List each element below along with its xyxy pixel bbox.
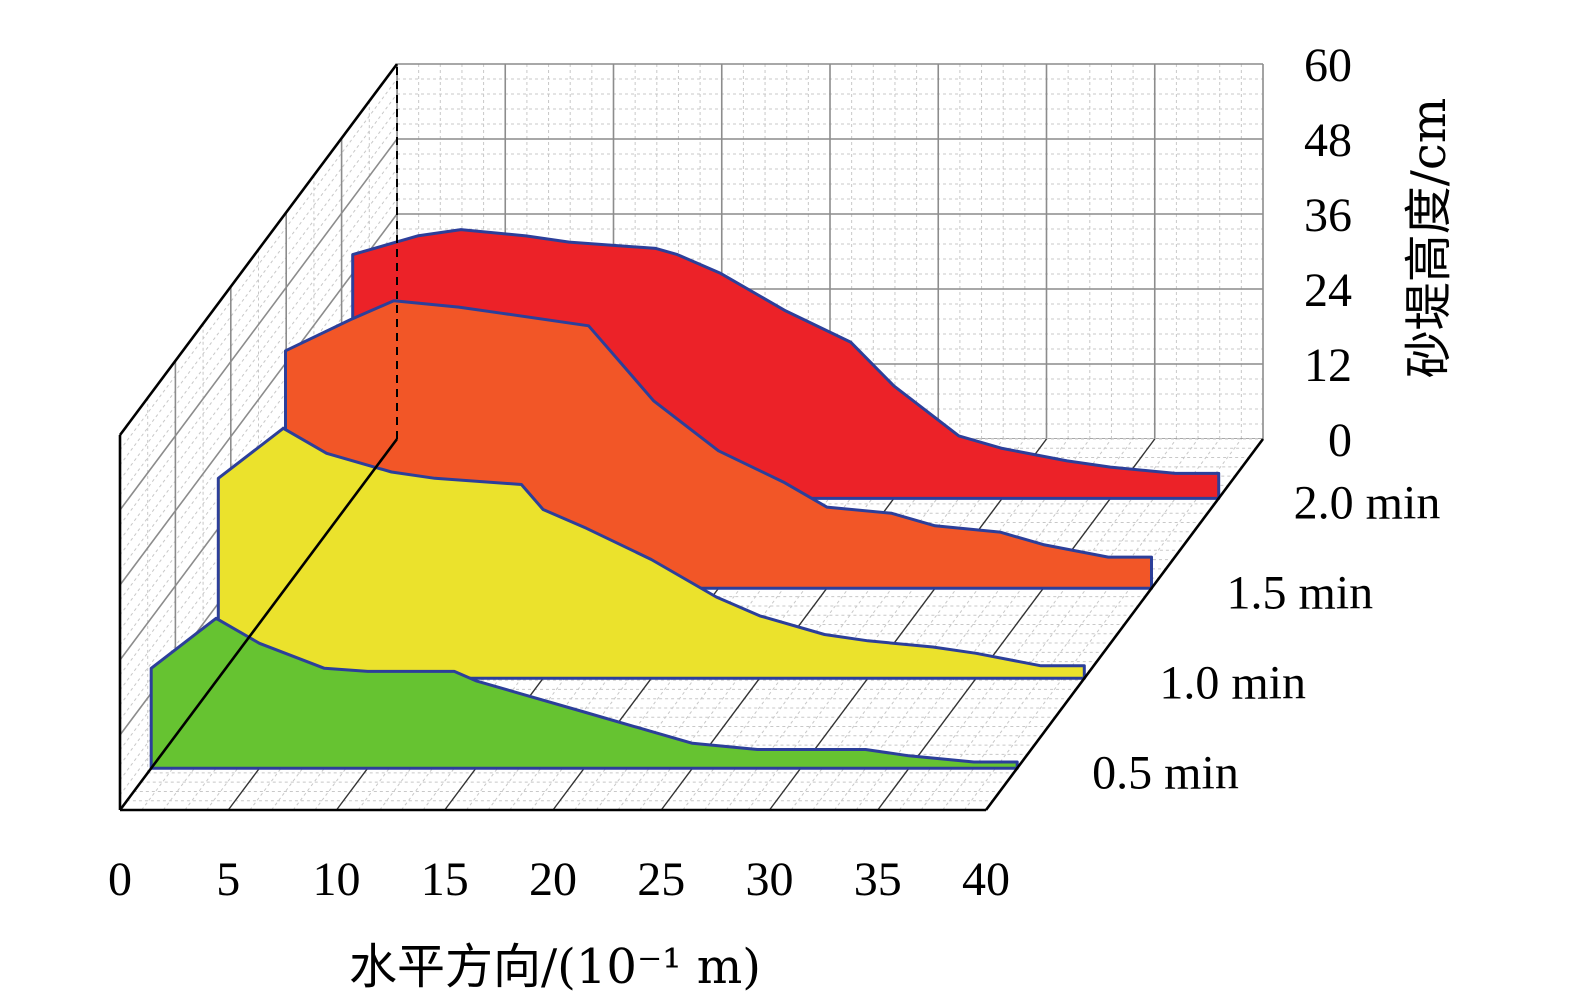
x-tick-labels: 0 5 10 15 20 25 30 35 40 — [108, 853, 1010, 906]
y-tick-label: 48 — [1304, 114, 1352, 167]
series-label-1.5-min: 1.5 min — [1227, 566, 1374, 619]
x-tick-label: 20 — [529, 853, 577, 906]
series-label-0.5-min: 0.5 min — [1092, 746, 1239, 799]
x-tick-label: 10 — [313, 853, 361, 906]
chart-frame — [118, 63, 1265, 812]
x-tick-label: 0 — [108, 853, 132, 906]
frame-edge — [118, 438, 399, 811]
series-area-0.5-min — [149, 616, 1019, 770]
series-label-1.0-min: 1.0 min — [1159, 656, 1306, 709]
y-tick-label: 60 — [1304, 39, 1352, 92]
x-tick-label: 30 — [746, 853, 794, 906]
x-tick-label: 25 — [637, 853, 685, 906]
frame-edge — [984, 438, 1265, 811]
y-tick-label: 0 — [1328, 414, 1352, 467]
x-tick-label: 5 — [216, 853, 240, 906]
y-tick-labels: 0 12 24 36 48 60 — [1304, 39, 1352, 467]
x-axis-title: 水平方向/(10⁻¹ m) — [349, 939, 761, 995]
series-label-2.0-min: 2.0 min — [1294, 476, 1441, 529]
x-tick-label: 15 — [421, 853, 469, 906]
series-labels: 0.5 min 1.0 min 1.5 min 2.0 min — [1092, 476, 1440, 799]
y-tick-label: 36 — [1304, 189, 1352, 242]
series-layer — [149, 228, 1221, 770]
y-tick-label: 12 — [1304, 339, 1352, 392]
y-axis-title: 砂堤高度/cm — [1401, 98, 1457, 379]
series-area-1.0-min — [216, 426, 1086, 680]
y-tick-label: 24 — [1304, 264, 1352, 317]
x-tick-label: 35 — [854, 853, 902, 906]
x-tick-label: 40 — [962, 853, 1010, 906]
frame-edge — [118, 63, 399, 436]
